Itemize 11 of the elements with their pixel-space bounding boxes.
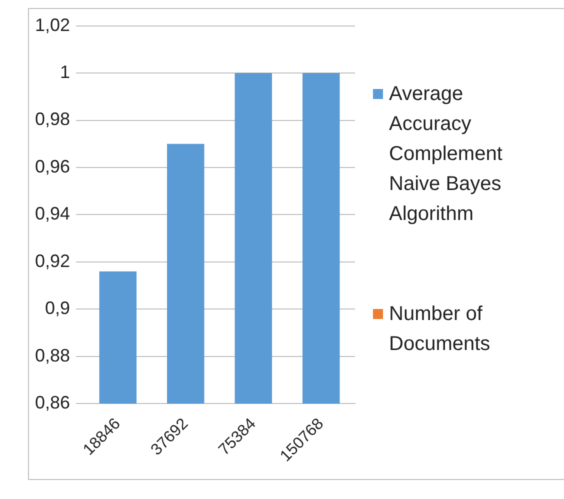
y-tick-label: 1,02 [34,14,70,35]
y-tick-label: 0,94 [34,204,70,224]
legend-label: Number of Documents [389,302,492,357]
y-tick-label: 0,96 [34,156,70,176]
y-tick-label: 0,98 [34,109,70,130]
legend-label: Average Accuracy Complement Naive Bayes Algorithm [389,82,504,227]
y-tick-label: 1 [60,62,70,82]
y-tick-label: 0,88 [34,345,70,366]
y-tick-label: 0,92 [34,250,70,271]
y-tick-label: 0,9 [45,298,70,318]
y-tick-label: 0,86 [34,392,70,413]
